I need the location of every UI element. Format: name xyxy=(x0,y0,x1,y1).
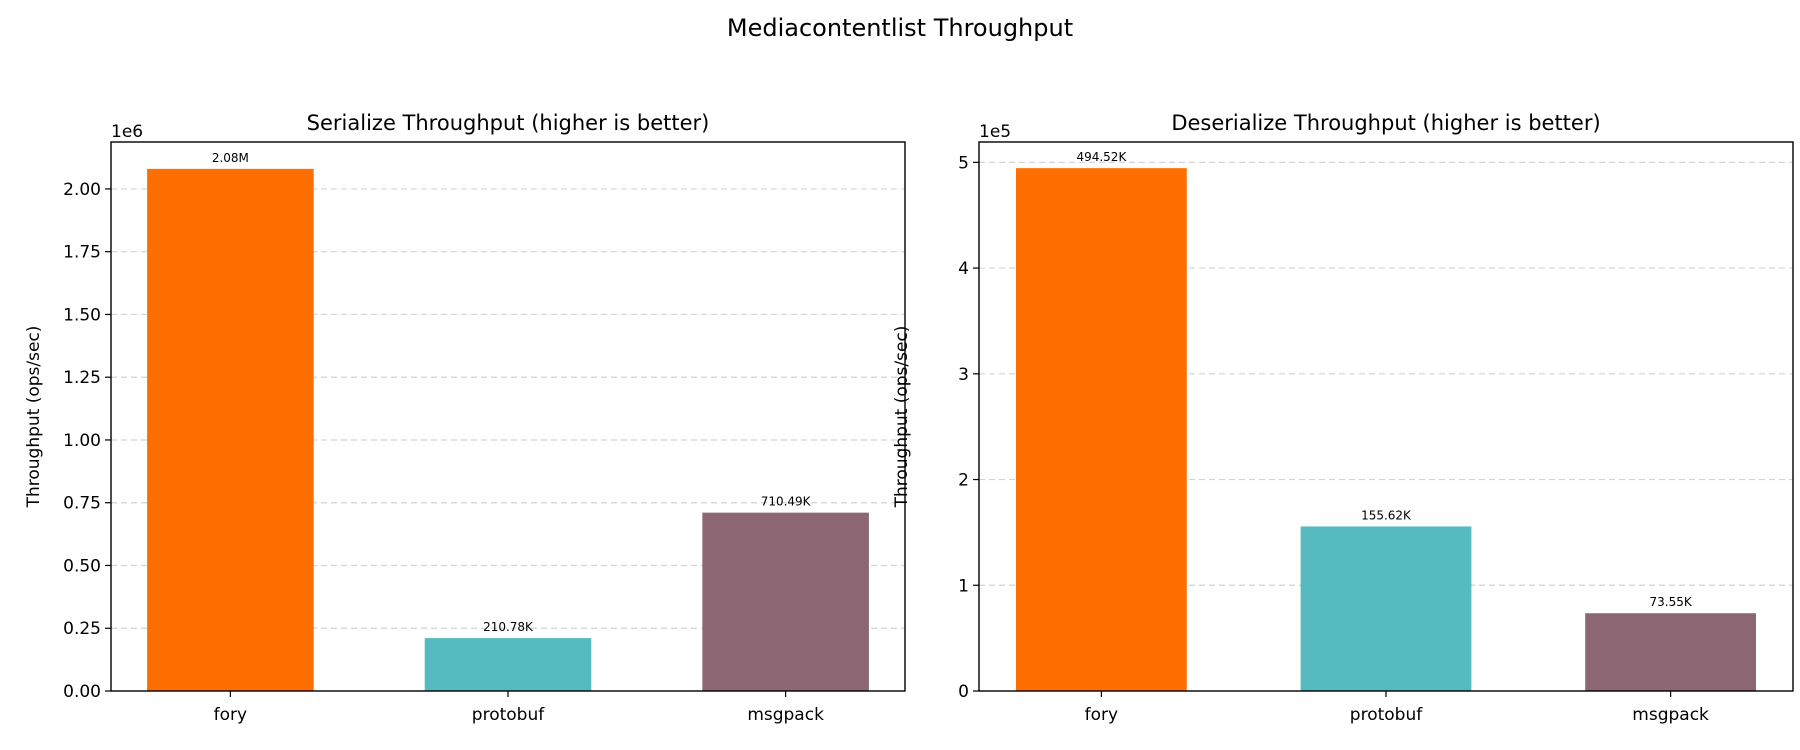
y-tick-label: 4 xyxy=(958,259,969,279)
bar-msgpack xyxy=(702,512,869,691)
y-tick-label: 5 xyxy=(958,153,969,173)
x-tick-label: protobuf xyxy=(472,705,545,725)
data-label: 494.52K xyxy=(1076,150,1127,164)
figure-title: Mediacontentlist Throughput xyxy=(727,14,1073,42)
y-tick-label: 0.00 xyxy=(63,682,101,702)
axes-frame xyxy=(978,141,1794,692)
serialize-panel: 0.00 0.25 0.50 0.75 1.00 1.25 1.50 1.75 2.00 2.08… xyxy=(24,111,906,725)
y-axis-label: Throughput (ops/sec) xyxy=(892,326,912,509)
y-tick-label: 0.25 xyxy=(63,619,101,639)
bar-protobuf xyxy=(1300,526,1472,691)
y-tick-label: 0.50 xyxy=(63,556,101,576)
data-label: 710.49K xyxy=(761,495,812,509)
y-tick-label: 2.00 xyxy=(63,180,101,200)
y-tick-label: 0.75 xyxy=(63,494,101,514)
y-tick-label: 1.50 xyxy=(63,305,101,325)
y-axis-label: Throughput (ops/sec) xyxy=(24,326,44,509)
offset-label: 1e5 xyxy=(979,122,1011,142)
data-label: 155.62K xyxy=(1361,508,1412,522)
data-label: 210.78K xyxy=(483,620,534,634)
axes-frame xyxy=(110,141,906,692)
y-tick-label: 1.00 xyxy=(63,431,101,451)
panel-title: Serialize Throughput (higher is better) xyxy=(307,111,710,135)
deserialize-panel: 0 1 2 3 4 5 494.52K fory 155.62K protobuf 73.55K ms… xyxy=(892,111,1794,725)
bar-fory xyxy=(1016,168,1187,692)
x-tick-label: fory xyxy=(1085,705,1118,725)
y-tick-label: 2 xyxy=(958,471,969,491)
bar-msgpack xyxy=(1585,613,1756,691)
y-tick-label: 1 xyxy=(958,576,969,596)
y-tick-label: 1.25 xyxy=(63,368,101,388)
bar-fory xyxy=(147,168,314,691)
data-label: 2.08M xyxy=(212,151,249,165)
y-tick-label: 1.75 xyxy=(63,243,101,263)
y-tick-label: 3 xyxy=(958,365,969,385)
x-tick-label: fory xyxy=(214,705,247,725)
y-tick-label: 0 xyxy=(958,682,969,702)
bar-protobuf xyxy=(424,638,592,691)
x-tick-label: msgpack xyxy=(747,705,824,725)
offset-label: 1e6 xyxy=(111,122,143,142)
x-tick-label: msgpack xyxy=(1632,705,1709,725)
data-label: 73.55K xyxy=(1649,595,1692,609)
panel-title: Deserialize Throughput (higher is better… xyxy=(1171,111,1600,135)
x-tick-label: protobuf xyxy=(1350,705,1423,725)
